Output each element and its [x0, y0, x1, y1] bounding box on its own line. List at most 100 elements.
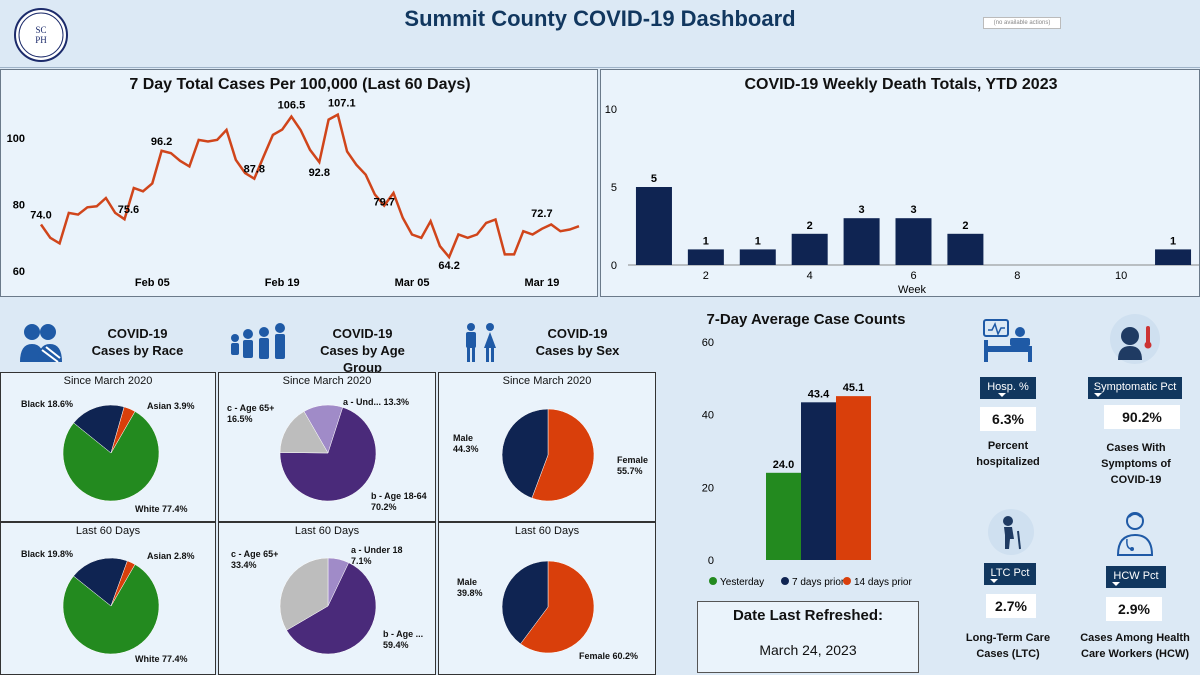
race-last60-white-label: White 77.4%	[135, 654, 188, 664]
line-data-label: 74.0	[30, 210, 51, 222]
line-data-label: 106.5	[278, 100, 306, 112]
line-data-label: 92.8	[309, 167, 330, 179]
sex-title-line2: Cases by Sex	[535, 343, 620, 358]
deaths-bar-label: 1	[1170, 235, 1176, 247]
symptomatic-dropdown-icon[interactable]	[1094, 393, 1102, 397]
avg-bar-label: 45.1	[843, 382, 864, 394]
race-last60-black-label: Black 19.8%	[21, 549, 74, 559]
avg-bar-label: 24.0	[773, 459, 794, 471]
sex-icon	[462, 322, 500, 364]
weekly-deaths-panel: COVID-19 Weekly Death Totals, YTD 2023 1…	[600, 69, 1200, 297]
age-section-title: COVID-19 Cases by Age Group	[300, 325, 425, 376]
refresh-label: Date Last Refreshed:	[732, 607, 884, 624]
deaths-bar-label: 2	[962, 220, 968, 232]
cases-per-100k-panel: 7 Day Total Cases Per 100,000 (Last 60 D…	[0, 69, 598, 297]
sex-since-caption: Since March 2020	[502, 375, 592, 387]
age-since-mid-label: b - Age 18-64 70.2%	[371, 491, 427, 512]
line-data-label: 79.7	[373, 197, 394, 209]
line-x-tick: Mar 05	[395, 277, 430, 289]
hosp-pct-label[interactable]: Hosp. %	[980, 377, 1036, 399]
cases-chart-title: 7 Day Total Cases Per 100,000 (Last 60 D…	[129, 76, 471, 93]
avg-case-counts-bar-chart: 60 40 20 0 24.0 43.4 45.1 Yesterday 7 days prior…	[702, 337, 913, 588]
deaths-bar	[895, 218, 932, 265]
sex-since-pie	[501, 408, 595, 502]
hosp-caption: Percent hospitalized	[976, 440, 1040, 468]
deaths-bar	[635, 187, 672, 265]
race-since-asian-label: Asian 3.9%	[147, 401, 195, 411]
race-last60-white-slice	[62, 564, 160, 655]
hcw-dropdown-icon[interactable]	[1112, 582, 1120, 586]
hosp-dropdown-icon[interactable]	[998, 393, 1006, 397]
avg-legend-swatch	[843, 577, 851, 585]
race-since-pie-box: Since March 2020 Black 18.6% Asian 3.9% …	[0, 372, 216, 522]
age-title-line2: Cases by Age Group	[320, 343, 405, 375]
deaths-bar-label: 3	[859, 204, 865, 216]
deaths-bar	[739, 249, 776, 265]
deaths-bar	[687, 249, 724, 265]
avg-legend-label: 7 days prior	[792, 577, 845, 588]
avg-legend-label: 14 days prior	[854, 577, 912, 588]
sex-last60-pie-box: Last 60 Days Male 39.8% Female 60.2%	[438, 522, 656, 675]
health-care-worker-icon	[1112, 507, 1158, 557]
age-last60-young-label: a - Under 18 7.1%	[351, 545, 403, 566]
sex-title-line1: COVID-19	[547, 326, 608, 341]
ltc-dropdown-icon[interactable]	[990, 579, 998, 583]
sex-last60-male-label: Male 39.8%	[457, 577, 483, 598]
avg-bar	[766, 472, 801, 560]
deaths-bar	[1155, 249, 1192, 265]
symptomatic-pct-label[interactable]: Symptomatic Pct	[1088, 377, 1182, 399]
deaths-bar-label: 3	[910, 204, 916, 216]
sex-since-male-slice	[501, 408, 549, 499]
race-icon	[18, 320, 64, 364]
deaths-x-tick: 4	[807, 270, 813, 282]
age-since-caption: Since March 2020	[282, 375, 372, 387]
avg-y-tick: 0	[708, 555, 714, 567]
deaths-bar-label: 2	[807, 220, 813, 232]
cases-series-line	[39, 112, 580, 260]
avg-bar	[801, 402, 836, 560]
deaths-chart-title: COVID-19 Weekly Death Totals, YTD 2023	[744, 76, 1058, 93]
line-data-label: 75.6	[118, 204, 139, 216]
deaths-y-tick: 5	[611, 182, 617, 194]
hcw-pct-value: 2.9%	[1106, 597, 1162, 621]
sex-last60-female-slice	[520, 560, 595, 654]
avg-legend-swatch	[781, 577, 789, 585]
race-last60-asian-label: Asian 2.8%	[147, 551, 195, 561]
deaths-y-tick: 0	[611, 260, 617, 272]
line-y-tick: 80	[13, 200, 25, 212]
race-title-line2: Cases by Race	[91, 343, 184, 358]
hcw-pct-label[interactable]: HCW Pct	[1106, 566, 1166, 588]
weekly-deaths-bar-chart: 10 5 0 5 1 1 2 3 3 2 1 2 4 6 8 10 Week	[605, 104, 1199, 296]
race-last60-pie-box: Last 60 Days Black 19.8% Asian 2.8% Whit…	[0, 522, 216, 675]
actions-button[interactable]: (no available actions)	[983, 17, 1061, 29]
line-y-tick: 60	[13, 266, 25, 278]
line-data-label: 87.8	[244, 164, 265, 176]
race-since-pie	[62, 404, 160, 502]
race-since-black-slice	[73, 404, 125, 454]
refresh-date: March 24, 2023	[759, 642, 857, 658]
age-title-line1: COVID-19	[332, 326, 393, 341]
symptomatic-pct-value: 90.2%	[1104, 405, 1180, 429]
deaths-x-tick: 8	[1014, 270, 1020, 282]
sex-last60-female-label: Female 60.2%	[579, 651, 639, 661]
avg-y-tick: 60	[702, 337, 714, 349]
age-since-65plus-slice	[279, 411, 329, 454]
deaths-bar-label: 1	[755, 235, 761, 247]
header-divider	[0, 67, 1200, 68]
age-last60-caption: Last 60 Days	[294, 525, 360, 537]
sex-last60-caption: Last 60 Days	[514, 525, 580, 537]
sex-since-pie-box: Since March 2020 Male 44.3% Female 55.7%	[438, 372, 656, 522]
line-data-label: 96.2	[151, 136, 172, 148]
age-since-pie-box: Since March 2020 c - Age 65+ 16.5% a - U…	[218, 372, 436, 522]
ltc-pct-value: 2.7%	[986, 594, 1036, 618]
sex-since-female-slice	[531, 408, 595, 502]
sex-last60-male-slice	[501, 560, 549, 645]
race-last60-caption: Last 60 Days	[75, 525, 141, 537]
avg-chart-title: 7-Day Average Case Counts	[706, 311, 906, 328]
race-last60-black-slice	[73, 557, 128, 607]
age-last60-old-label: c - Age 65+ 33.4%	[231, 549, 279, 570]
hosp-pct-value: 6.3%	[980, 407, 1036, 431]
avg-legend-swatch	[709, 577, 717, 585]
symptomatic-thermometer-icon	[1110, 314, 1160, 364]
age-last60-mid-label: b - Age ... 59.4%	[383, 629, 424, 650]
